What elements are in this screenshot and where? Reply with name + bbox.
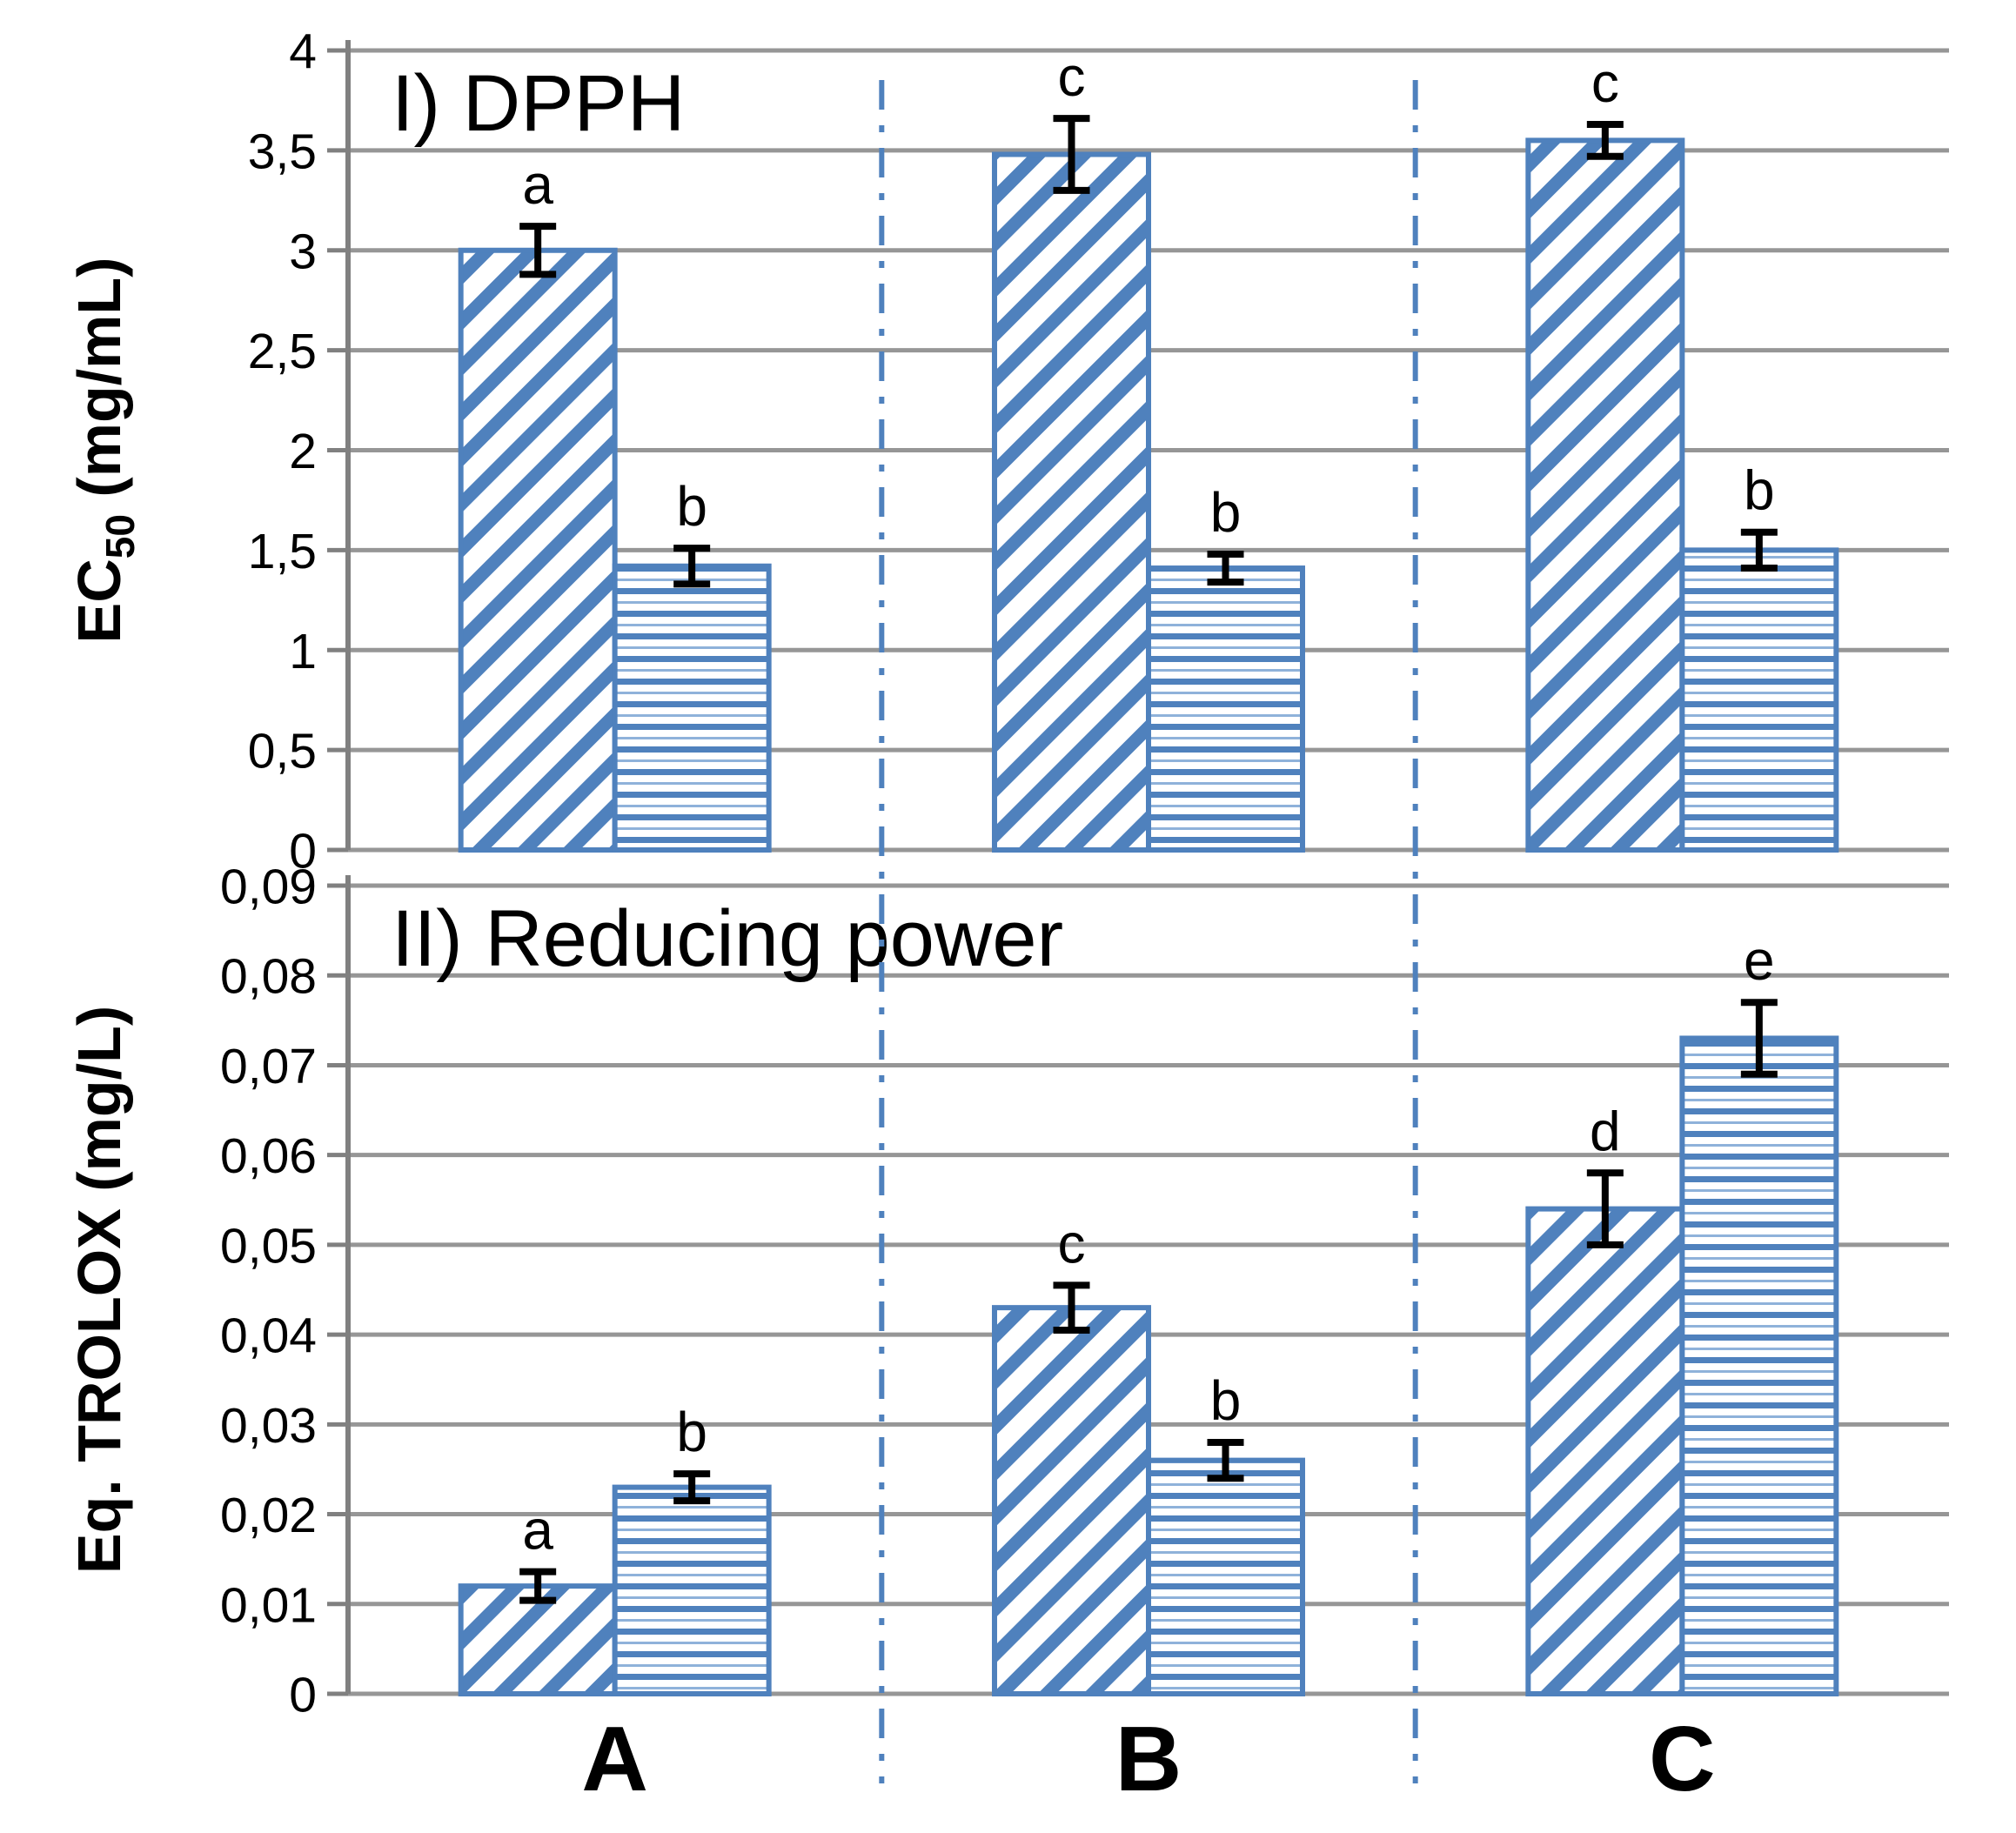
error-bar	[673, 545, 711, 588]
error-bar	[1740, 528, 1778, 572]
bar-hatched-horizontal	[1679, 547, 1839, 853]
bar-hatched-horizontal	[612, 1484, 772, 1696]
y-tick-label: 0,5	[248, 724, 317, 779]
significance-letter: b	[1744, 459, 1775, 522]
error-bar	[1053, 1281, 1090, 1334]
y-axis-title: Eq. TROLOX (mg/L)	[65, 1006, 133, 1574]
significance-letter: e	[1744, 929, 1775, 992]
bar-hatched-diagonal	[992, 151, 1151, 853]
bar-hatched-horizontal	[1146, 565, 1305, 853]
significance-letter: c	[1058, 1212, 1086, 1274]
significance-letter: a	[522, 1499, 553, 1562]
error-bar	[519, 223, 557, 278]
significance-letter: b	[676, 475, 707, 538]
bar-hatched-diagonal	[1525, 1206, 1685, 1696]
error-bar	[1207, 550, 1244, 586]
panel-II: 0 0,01 0,02 0,03 0,04 0,05 0,06 0,07 0,08 0,09 a b c…	[65, 860, 1949, 1723]
significance-letter: c	[1058, 45, 1086, 108]
y-tick-label: 4	[289, 24, 317, 80]
y-tick-label: 3,5	[248, 124, 317, 179]
y-tick-label: 0,04	[220, 1308, 317, 1364]
significance-letter: b	[676, 1401, 707, 1463]
significance-letter: c	[1591, 51, 1619, 114]
y-tick-label: 1	[289, 624, 317, 679]
y-tick-label: 3	[289, 224, 317, 279]
y-tick-label: 1,5	[248, 524, 317, 579]
error-bar	[1740, 999, 1778, 1078]
y-tick-label: 0,08	[220, 949, 317, 1005]
y-tick-label: 0,05	[220, 1218, 317, 1274]
y-tick-label: 2	[289, 424, 317, 479]
error-bar	[1586, 1169, 1624, 1248]
bar-hatched-horizontal	[1146, 1457, 1305, 1696]
significance-letter: d	[1590, 1100, 1621, 1162]
x-category-label: B	[1115, 1708, 1182, 1810]
error-bar	[519, 1568, 557, 1604]
y-tick-label: 0,01	[220, 1577, 317, 1633]
x-category-label: C	[1649, 1708, 1716, 1810]
panel-title: I) DPPH	[392, 59, 685, 148]
panel-title: II) Reducing power	[392, 894, 1063, 983]
y-tick-label: 0	[289, 1668, 317, 1723]
error-bar	[1207, 1438, 1244, 1482]
y-tick-label: 0,06	[220, 1128, 317, 1184]
panel-I: 0 0,5 1 1,5 2 2,5 3 3,5 4 a b c b c b I) DPPH EC50 (mg/m…	[65, 24, 1949, 880]
bar-hatched-diagonal	[992, 1305, 1151, 1696]
x-category-label: A	[581, 1708, 648, 1810]
y-axis-title: EC50 (mg/mL)	[65, 258, 143, 644]
significance-letter: b	[1210, 1369, 1242, 1432]
error-bar	[1053, 115, 1090, 194]
error-bar	[673, 1470, 711, 1505]
bar-hatched-horizontal	[1679, 1035, 1839, 1696]
y-tick-label: 0	[289, 824, 317, 880]
y-tick-label: 0,09	[220, 860, 317, 915]
y-tick-label: 0,07	[220, 1039, 317, 1094]
y-tick-label: 2,5	[248, 324, 317, 379]
error-bar	[1586, 121, 1624, 160]
y-tick-label: 0,03	[220, 1398, 317, 1454]
bar-hatched-horizontal	[612, 563, 772, 853]
significance-letter: b	[1210, 481, 1242, 544]
significance-letter: a	[522, 153, 553, 216]
bar-hatched-diagonal	[1525, 137, 1685, 853]
y-tick-label: 0,02	[220, 1488, 317, 1543]
bar-hatched-diagonal	[458, 247, 618, 853]
